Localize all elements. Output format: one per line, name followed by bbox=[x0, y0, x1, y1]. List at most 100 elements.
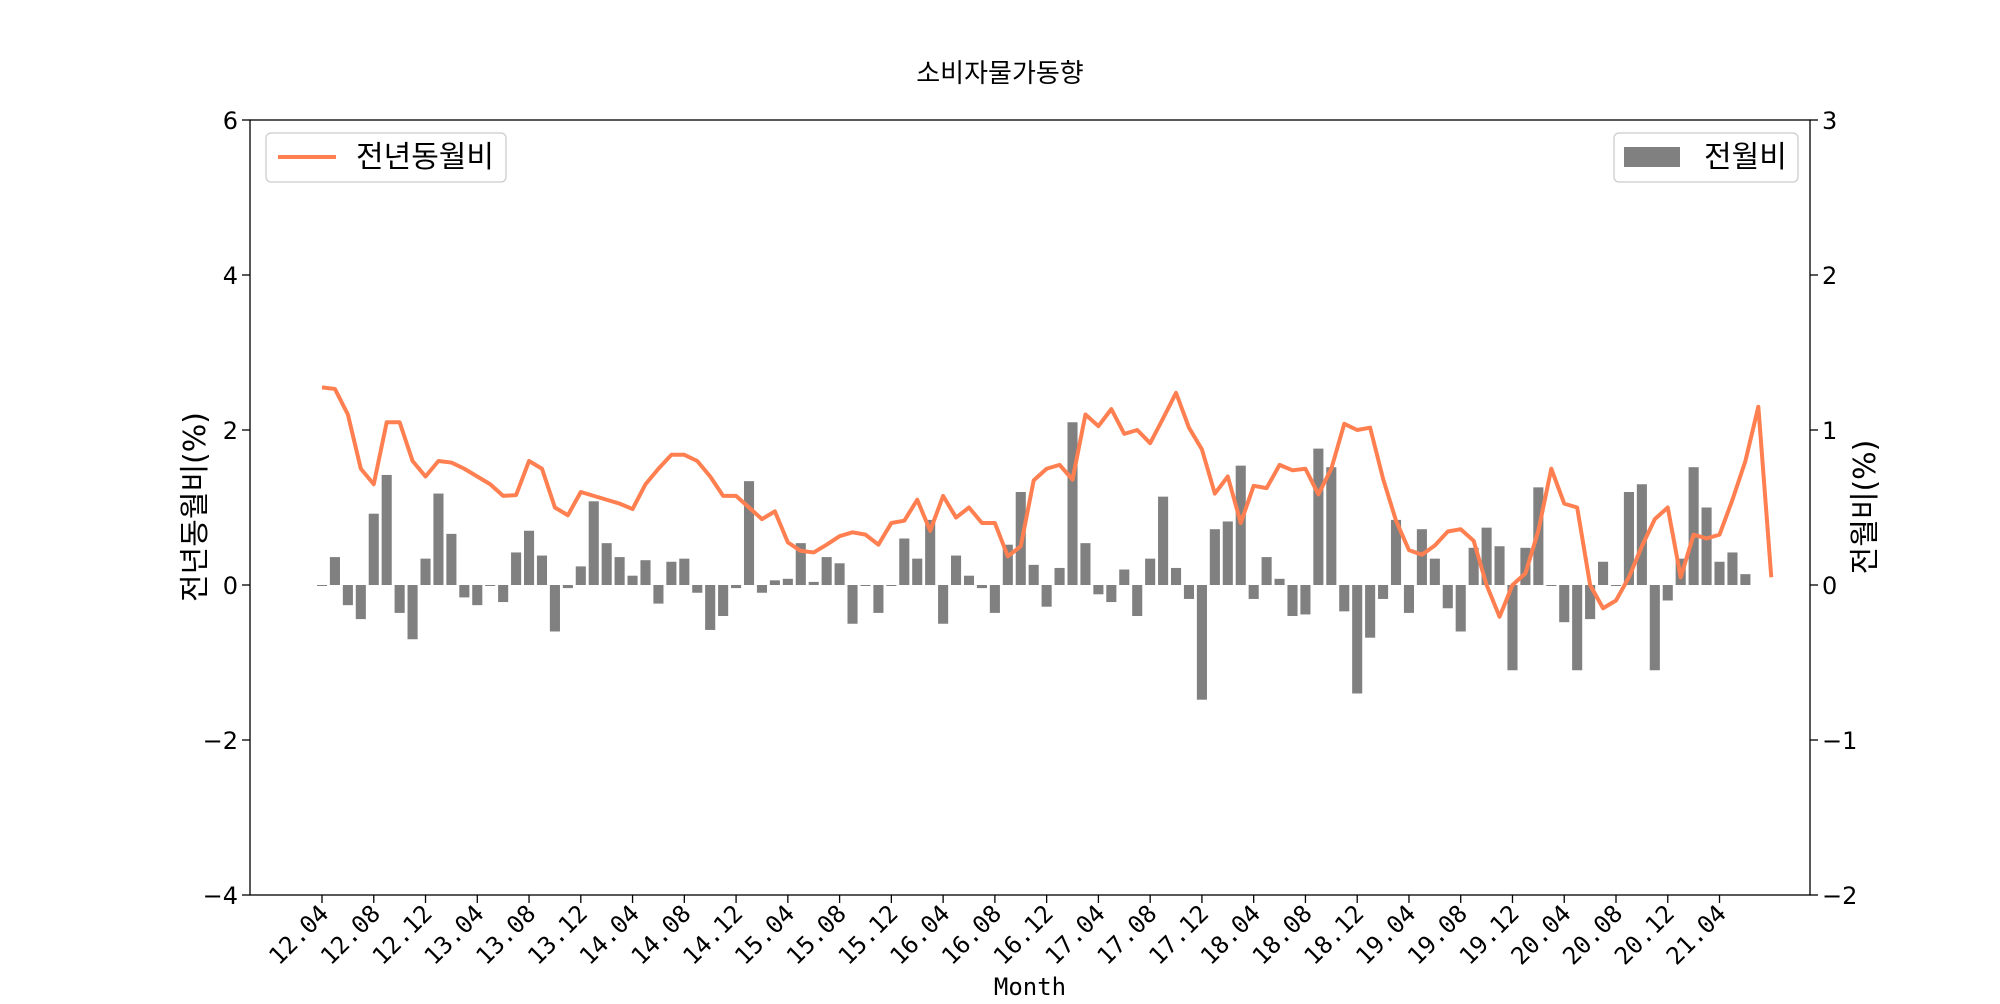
bar-11 bbox=[459, 585, 469, 597]
bar-97 bbox=[1572, 585, 1582, 670]
bar-43 bbox=[873, 585, 883, 613]
bar-20 bbox=[576, 566, 586, 585]
bar-42 bbox=[860, 585, 870, 586]
bar-10 bbox=[446, 534, 456, 585]
bar-100 bbox=[1611, 585, 1621, 586]
bar-48 bbox=[938, 585, 948, 624]
bar-25 bbox=[640, 560, 650, 585]
bar-110 bbox=[1740, 574, 1750, 585]
bar-103 bbox=[1650, 585, 1660, 670]
left-axis-label: 전년동월비(%) bbox=[178, 412, 213, 602]
bar-77 bbox=[1313, 449, 1323, 585]
bar-12 bbox=[472, 585, 482, 605]
right-tick-label: 2 bbox=[1822, 262, 1837, 290]
bar-82 bbox=[1378, 585, 1388, 599]
bar-0 bbox=[317, 585, 327, 586]
bar-68 bbox=[1197, 585, 1207, 700]
left-tick-label: 2 bbox=[223, 417, 238, 445]
right-tick-label: 0 bbox=[1822, 572, 1837, 600]
bar-46 bbox=[912, 559, 922, 585]
bar-16 bbox=[524, 531, 534, 585]
legend-bar-swatch bbox=[1624, 147, 1680, 167]
bar-81 bbox=[1365, 585, 1375, 638]
bar-51 bbox=[977, 585, 987, 588]
bar-86 bbox=[1430, 559, 1440, 585]
bar-85 bbox=[1417, 529, 1427, 585]
bar-109 bbox=[1727, 552, 1737, 585]
bar-62 bbox=[1119, 570, 1129, 586]
bar-13 bbox=[485, 585, 495, 586]
right-tick-label: 3 bbox=[1822, 107, 1837, 135]
bar-17 bbox=[537, 556, 547, 585]
bar-30 bbox=[705, 585, 715, 630]
bar-35 bbox=[770, 580, 780, 585]
bar-99 bbox=[1598, 562, 1608, 585]
bar-96 bbox=[1559, 585, 1569, 622]
bar-28 bbox=[679, 559, 689, 585]
bar-19 bbox=[563, 585, 573, 588]
bar-52 bbox=[990, 585, 1000, 613]
left-tick-label: 6 bbox=[223, 107, 238, 135]
bar-50 bbox=[964, 576, 974, 585]
bar-76 bbox=[1300, 585, 1310, 614]
bar-44 bbox=[886, 585, 896, 586]
bar-67 bbox=[1184, 585, 1194, 599]
bar-64 bbox=[1145, 559, 1155, 585]
bar-29 bbox=[692, 585, 702, 593]
bar-74 bbox=[1275, 579, 1285, 585]
bar-4 bbox=[369, 514, 379, 585]
left-tick-label: −2 bbox=[203, 727, 238, 755]
bar-104 bbox=[1663, 585, 1673, 601]
bar-22 bbox=[602, 543, 612, 585]
bar-41 bbox=[847, 585, 857, 624]
bar-14 bbox=[498, 585, 508, 602]
bar-106 bbox=[1689, 467, 1699, 585]
bar-59 bbox=[1080, 543, 1090, 585]
bar-34 bbox=[757, 585, 767, 593]
bar-65 bbox=[1158, 497, 1168, 585]
bar-60 bbox=[1093, 585, 1103, 594]
bar-27 bbox=[666, 562, 676, 585]
bar-9 bbox=[433, 494, 443, 585]
bar-36 bbox=[783, 579, 793, 585]
bar-57 bbox=[1055, 568, 1065, 585]
bar-84 bbox=[1404, 585, 1414, 613]
right-axis-label: 전월비(%) bbox=[1848, 440, 1883, 575]
right-tick-label: −1 bbox=[1822, 727, 1857, 755]
x-axis-label: Month bbox=[994, 973, 1066, 1000]
left-tick-label: 0 bbox=[223, 572, 238, 600]
bar-66 bbox=[1171, 568, 1181, 585]
bar-18 bbox=[550, 585, 560, 632]
bar-40 bbox=[835, 563, 845, 585]
left-tick-label: 4 bbox=[223, 262, 238, 290]
bar-31 bbox=[718, 585, 728, 616]
bar-23 bbox=[615, 557, 625, 585]
bar-2 bbox=[343, 585, 353, 605]
bar-38 bbox=[809, 582, 819, 585]
bar-6 bbox=[395, 585, 405, 613]
bar-21 bbox=[589, 501, 599, 585]
bar-88 bbox=[1456, 585, 1466, 632]
bar-39 bbox=[822, 557, 832, 585]
right-tick-label: −2 bbox=[1822, 882, 1857, 910]
bar-49 bbox=[951, 556, 961, 585]
bar-8 bbox=[420, 559, 430, 585]
bar-78 bbox=[1326, 467, 1336, 585]
left-tick-label: −4 bbox=[203, 882, 238, 910]
bar-73 bbox=[1262, 557, 1272, 585]
bar-58 bbox=[1067, 422, 1077, 585]
bar-72 bbox=[1249, 585, 1259, 599]
bar-108 bbox=[1714, 562, 1724, 585]
legend-line: 전년동월비 bbox=[266, 133, 506, 182]
bar-95 bbox=[1546, 585, 1556, 586]
bar-56 bbox=[1042, 585, 1052, 607]
bar-69 bbox=[1210, 529, 1220, 585]
bar-80 bbox=[1352, 585, 1362, 694]
bar-33 bbox=[744, 481, 754, 585]
bar-26 bbox=[653, 585, 663, 604]
bar-15 bbox=[511, 552, 521, 585]
legend-bar: 전월비 bbox=[1614, 133, 1798, 182]
bar-71 bbox=[1236, 466, 1246, 585]
legend-bar-label: 전월비 bbox=[1704, 140, 1787, 175]
